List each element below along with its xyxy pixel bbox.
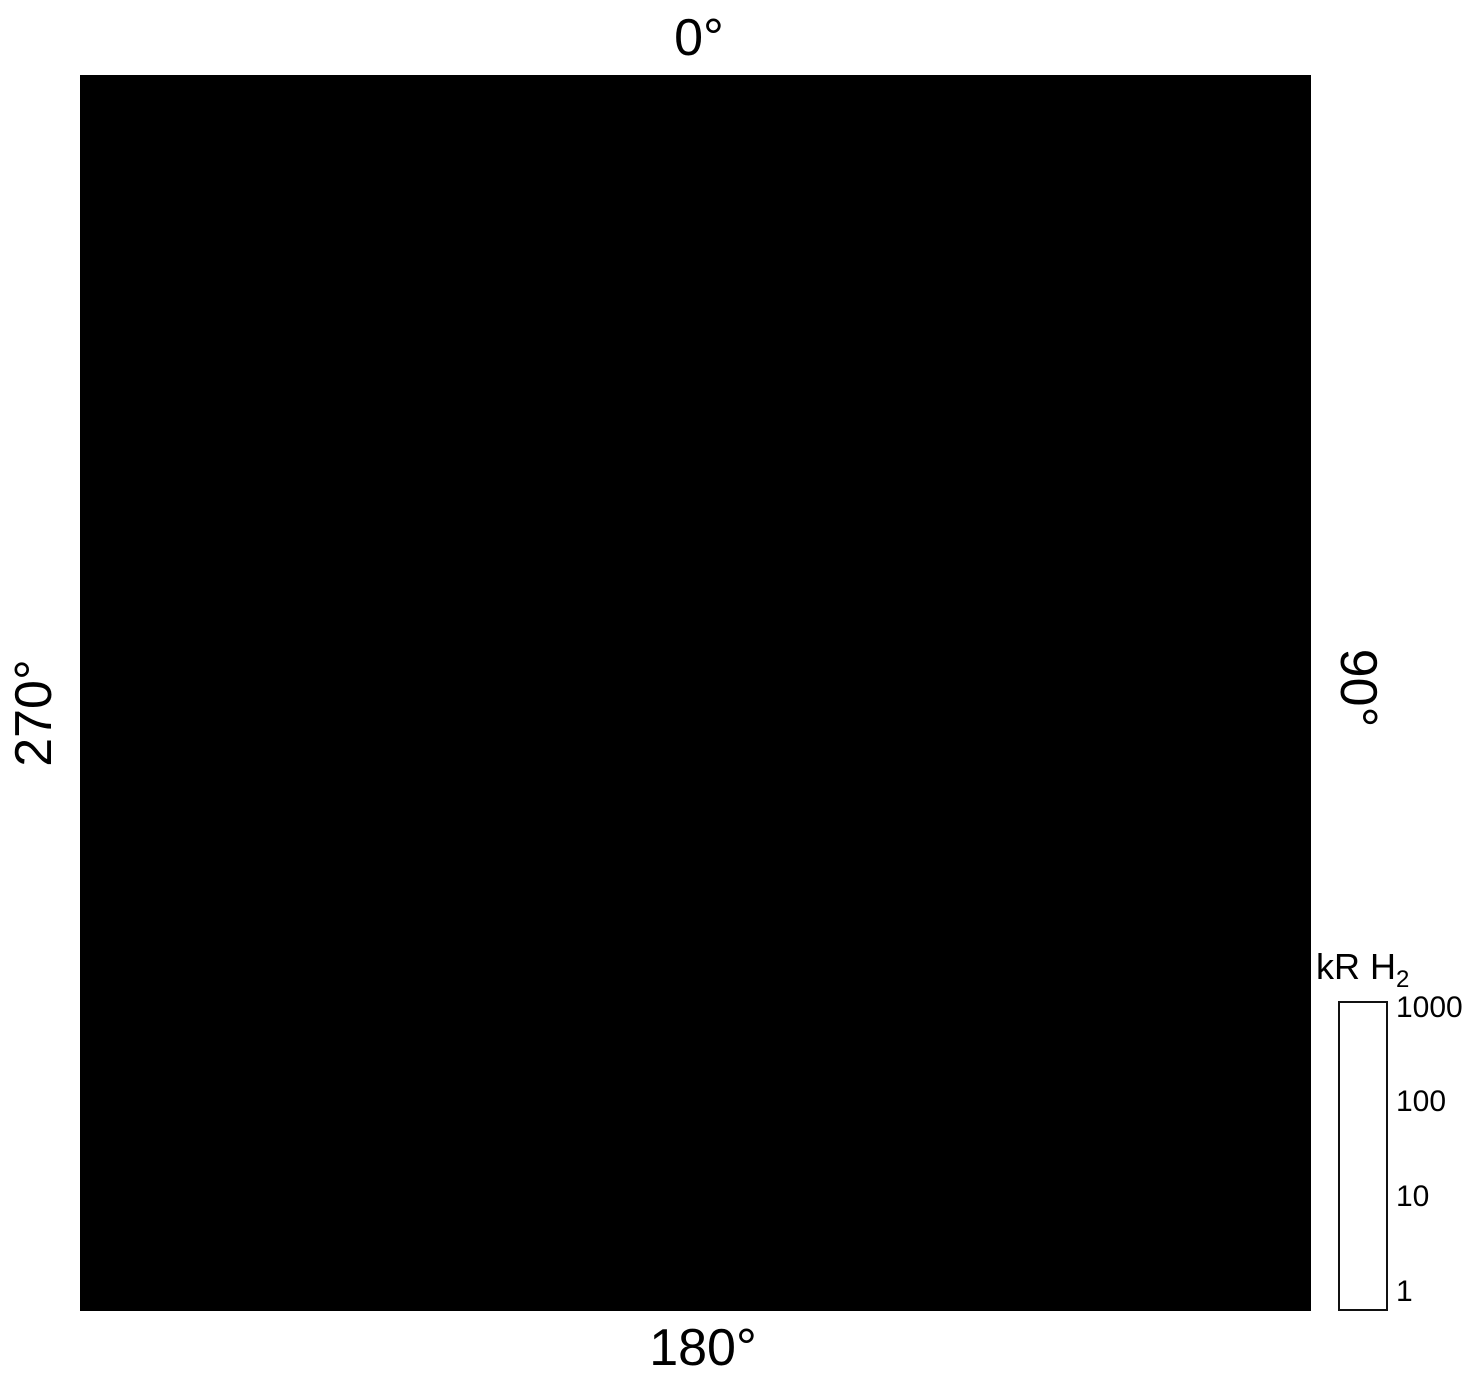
colorbar-title: kR H2 [1316,946,1409,994]
polar-plot-area [80,75,1311,1311]
colorbar-tick-label: 1000 [1396,991,1463,1024]
colorbar-title-main: kR H [1316,946,1396,987]
colorbar-tick-label: 1 [1396,1275,1413,1308]
angle-label-90: 90° [1329,648,1387,728]
colorbar-title-sub: 2 [1396,966,1410,994]
colorbar-tick-label: 100 [1396,1085,1447,1118]
aurora-emission-image [80,75,1311,1311]
grid-annotation-overlay [80,75,1311,1311]
angle-label-270: 270° [5,659,63,767]
angle-label-0: 0° [674,9,724,67]
angle-label-180: 180° [649,1319,757,1377]
colorbar-gradient [1338,1001,1388,1311]
colorbar-tick-label: 10 [1396,1180,1430,1213]
colorbar-ticks [1340,1003,1386,1309]
